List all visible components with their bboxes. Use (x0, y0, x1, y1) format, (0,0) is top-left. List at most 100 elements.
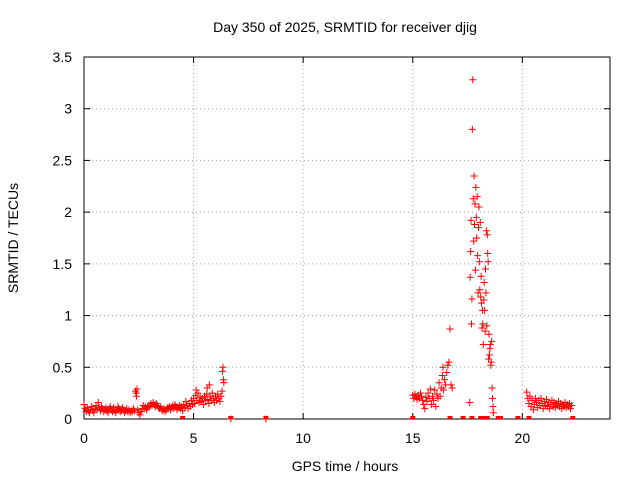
data-point (447, 381, 455, 389)
axis-ticks: 0 5 10 15 20 0 0.5 1 1.5 2 2.5 3 3.5 (53, 49, 610, 446)
data-point (482, 289, 490, 297)
data-point (470, 172, 478, 180)
data-point (444, 361, 452, 369)
data-point (475, 258, 483, 266)
zero-marker (180, 416, 186, 419)
x-tick-label: 5 (190, 430, 198, 446)
data-point (422, 393, 430, 401)
data-point (472, 183, 480, 191)
zero-marker (478, 416, 484, 419)
data-point (476, 218, 484, 226)
data-point (484, 258, 492, 266)
data-point (487, 358, 495, 366)
zero-marker (526, 416, 532, 419)
data-point (467, 216, 475, 224)
data-point (426, 385, 434, 393)
data-point (205, 381, 213, 389)
data-point (216, 397, 224, 405)
data-point (483, 322, 491, 330)
data-point (479, 320, 487, 328)
data-point (416, 389, 424, 397)
y-tick-label: 3 (64, 101, 72, 117)
data-point (94, 398, 102, 406)
data-point (466, 398, 474, 406)
data-point (476, 286, 484, 294)
data-point (537, 394, 545, 402)
data-point (489, 403, 497, 411)
data-point (488, 337, 496, 345)
y-axis-label: SRMTID / TECUs (5, 183, 21, 293)
y-tick-label: 2.5 (53, 152, 73, 168)
data-point (469, 76, 477, 84)
data-point (199, 401, 207, 409)
data-point (219, 363, 227, 371)
x-tick-label: 15 (405, 430, 421, 446)
data-point (475, 224, 482, 232)
data-point (431, 386, 439, 394)
data-point (418, 392, 426, 400)
data-point (467, 247, 475, 255)
data-point (436, 392, 444, 400)
data-point (428, 392, 436, 400)
data-point (474, 289, 482, 297)
data-point (567, 405, 575, 413)
data-point (102, 404, 110, 412)
zero-marker (447, 416, 453, 419)
data-point (133, 392, 141, 400)
data-point (489, 394, 497, 402)
data-point (218, 387, 226, 395)
data-point (488, 384, 496, 392)
data-point (529, 406, 537, 414)
zero-marker (263, 416, 269, 419)
data-point (106, 403, 114, 411)
y-tick-label: 0 (64, 411, 72, 427)
data-point (474, 252, 482, 260)
zero-marker (460, 416, 466, 419)
y-tick-label: 1.5 (53, 256, 73, 272)
data-point (112, 409, 120, 417)
data-point (420, 401, 428, 409)
zero-marker (410, 416, 416, 419)
data-point (473, 193, 481, 201)
data-point (439, 386, 447, 394)
zero-marker (515, 416, 521, 419)
data-point (482, 227, 490, 235)
data-point (441, 376, 449, 384)
data-point (430, 396, 438, 404)
data-point (483, 231, 491, 239)
data-point (435, 379, 443, 387)
data-point (194, 389, 202, 397)
data-points (80, 76, 576, 423)
data-point (466, 273, 474, 281)
data-point (411, 390, 419, 398)
data-point (473, 234, 481, 242)
zero-marker (497, 416, 503, 419)
data-point (471, 200, 479, 208)
data-point (427, 401, 435, 409)
data-point (477, 272, 485, 280)
data-point (523, 388, 531, 396)
data-point (468, 125, 476, 133)
data-point (467, 320, 475, 328)
data-point (217, 392, 225, 400)
grid-lines (84, 57, 610, 419)
data-point (484, 250, 492, 258)
data-point (471, 221, 479, 229)
data-point (485, 351, 493, 359)
y-tick-label: 3.5 (53, 49, 73, 65)
data-point (192, 386, 200, 394)
data-point (439, 363, 447, 371)
data-point (208, 389, 216, 397)
data-point (481, 306, 489, 314)
zero-marker (484, 416, 490, 419)
data-point (446, 325, 454, 333)
y-tick-label: 2 (64, 204, 72, 220)
data-point (220, 379, 228, 387)
data-point (137, 408, 145, 416)
data-point (485, 330, 493, 338)
data-point (468, 295, 476, 303)
data-point (90, 409, 98, 417)
data-point (104, 409, 112, 417)
data-point (419, 396, 427, 404)
